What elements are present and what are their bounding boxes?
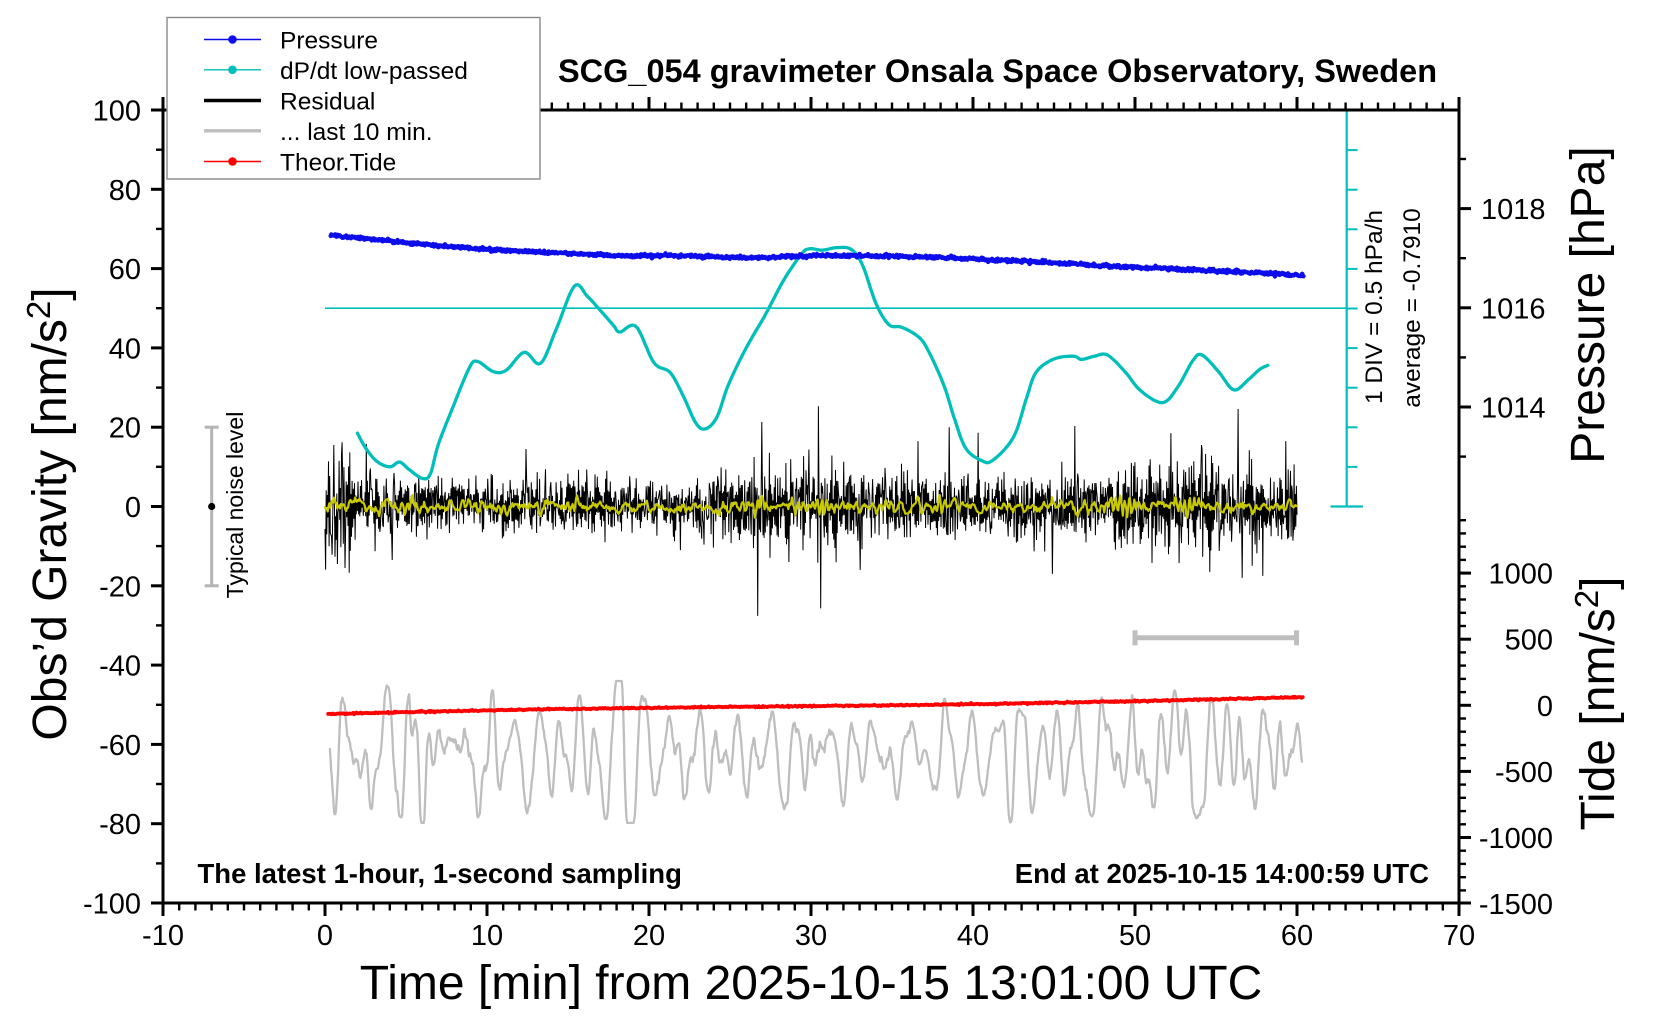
svg-text:50: 50	[1119, 920, 1151, 952]
svg-text:1 DIV = 0.5 hPa/h: 1 DIV = 0.5 hPa/h	[1361, 210, 1388, 404]
svg-text:-80: -80	[99, 809, 141, 841]
svg-text:60: 60	[109, 254, 141, 286]
svg-text:10: 10	[471, 920, 503, 952]
svg-text:-10: -10	[142, 920, 184, 952]
svg-text:1016: 1016	[1481, 293, 1546, 325]
svg-text:500: 500	[1505, 625, 1553, 657]
svg-text:Typical noise level: Typical noise level	[222, 412, 248, 599]
svg-text:SCG_054 gravimeter Onsala Spac: SCG_054 gravimeter Onsala Space Observat…	[558, 53, 1437, 89]
svg-text:-1500: -1500	[1479, 889, 1553, 921]
svg-text:1018: 1018	[1481, 194, 1546, 226]
svg-text:70: 70	[1443, 920, 1475, 952]
svg-text:40: 40	[109, 333, 141, 365]
svg-text:-100: -100	[83, 889, 141, 921]
svg-text:The latest 1-hour, 1-second sa: The latest 1-hour, 1-second sampling	[198, 858, 682, 889]
svg-text:... last 10 min.: ... last 10 min.	[280, 119, 433, 146]
svg-text:dP/dt low-passed: dP/dt low-passed	[280, 58, 468, 85]
svg-text:End at 2025-10-15 14:00:59 UTC: End at 2025-10-15 14:00:59 UTC	[1015, 858, 1429, 889]
svg-text:20: 20	[633, 920, 665, 952]
svg-text:average = -0.7910: average = -0.7910	[1399, 208, 1426, 408]
svg-text:Pressure: Pressure	[280, 28, 378, 55]
svg-text:-20: -20	[99, 571, 141, 603]
svg-text:0: 0	[125, 492, 141, 524]
svg-text:100: 100	[93, 96, 141, 128]
svg-text:1014: 1014	[1481, 393, 1546, 425]
svg-text:80: 80	[109, 175, 141, 207]
svg-text:60: 60	[1281, 920, 1313, 952]
svg-text:0: 0	[1537, 691, 1553, 723]
svg-text:Theor.Tide: Theor.Tide	[280, 150, 396, 177]
svg-text:-60: -60	[99, 730, 141, 762]
svg-text:Residual: Residual	[280, 89, 375, 116]
svg-text:Tide [nm/s2]: Tide [nm/s2]	[1568, 577, 1625, 831]
svg-text:-40: -40	[99, 651, 141, 683]
svg-text:Obs’d Gravity [nm/s2]: Obs’d Gravity [nm/s2]	[20, 287, 77, 740]
svg-text:Pressure [hPa]: Pressure [hPa]	[1562, 146, 1615, 463]
svg-text:40: 40	[957, 920, 989, 952]
svg-text:1000: 1000	[1488, 559, 1553, 591]
svg-text:Time [min] from 2025-10-15 13:: Time [min] from 2025-10-15 13:01:00 UTC	[360, 957, 1263, 1010]
svg-text:-500: -500	[1495, 757, 1553, 789]
svg-text:20: 20	[109, 413, 141, 445]
svg-text:30: 30	[795, 920, 827, 952]
svg-text:0: 0	[317, 920, 333, 952]
svg-text:-1000: -1000	[1479, 823, 1553, 855]
